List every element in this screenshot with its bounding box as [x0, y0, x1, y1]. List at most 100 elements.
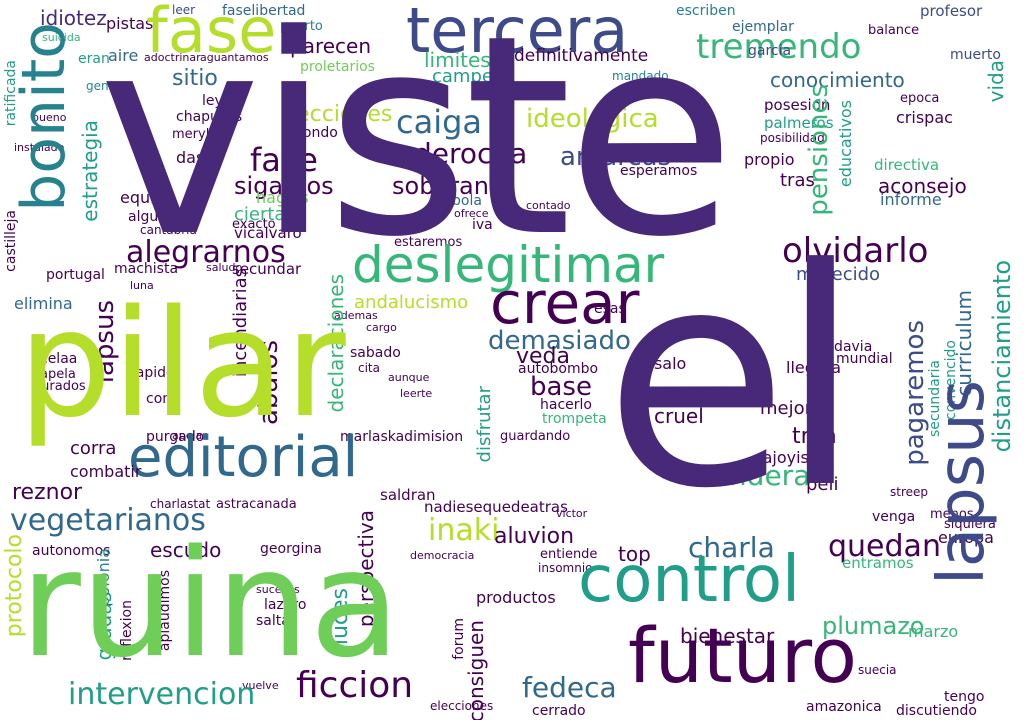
word-veda: veda	[516, 344, 571, 369]
word-vuelve: vuelve	[242, 679, 279, 692]
word-bienestar: bienestar	[680, 624, 775, 648]
word-limites: limites	[424, 48, 491, 72]
word-fondo: fondo	[298, 125, 338, 141]
word-plumazo: plumazo	[822, 612, 925, 640]
word-demasiado: demasiado	[488, 326, 631, 356]
word-castilleja: castilleja	[3, 210, 19, 272]
word-peli: peli	[806, 474, 839, 495]
word-streep: streep	[890, 485, 929, 499]
word-esperamos: esperamos	[620, 163, 698, 179]
word-fedeca: fedeca	[522, 671, 617, 704]
word-mundial: mundial	[836, 351, 893, 367]
word-charlastat: charlastat	[150, 497, 211, 511]
word-nadiesequedeatras: nadiesequedeatras	[424, 498, 568, 516]
word-amazonica: amazonica	[806, 699, 882, 715]
word-propio: propio	[744, 150, 795, 169]
word-leye: leye	[202, 93, 232, 109]
word-trompeta: trompeta	[542, 411, 607, 427]
word-escudo: escudo	[150, 538, 222, 562]
word-astracanada: astracanada	[216, 497, 297, 512]
word-victor: victor	[556, 507, 588, 520]
word-palmeros: palmeros	[764, 114, 834, 132]
word-control: control	[578, 543, 800, 617]
word-fake: fake	[250, 141, 318, 179]
word-saldran: saldran	[380, 486, 436, 504]
word-aire: aire	[108, 46, 139, 65]
word-suecia: suecia	[858, 663, 897, 677]
word-proletarios: proletarios	[300, 59, 375, 75]
word-amarcas: amarcas	[560, 142, 672, 172]
word-autobombo: autobombo	[518, 361, 599, 377]
word-vegetarianos: vegetarianos	[10, 503, 206, 538]
word-leerte: leerte	[400, 387, 433, 400]
word-derocha: derocha	[414, 137, 528, 170]
word-tremendo: tremendo	[696, 27, 862, 67]
word-conocimiento: conocimiento	[770, 68, 905, 92]
word-intensidad: vida	[984, 60, 1008, 103]
word-merecido: merecido	[796, 264, 881, 285]
word-consiguen: consiguen	[464, 620, 488, 720]
word-hagais: hagais	[256, 188, 309, 207]
word-ratificada: ratificada	[3, 60, 19, 127]
word-suicida: suicida	[42, 31, 81, 44]
word-instalado: instalado	[14, 141, 65, 154]
word-educativos: educativos	[836, 100, 855, 188]
word-lapsus: lapsus	[925, 380, 999, 585]
word-apelar: apelar	[172, 429, 207, 442]
word-tercera: tercera	[406, 0, 629, 67]
word-llegara: llegara	[786, 358, 842, 377]
word-ideologica: ideologica	[526, 104, 659, 134]
word-reznor: reznor	[12, 480, 83, 505]
word-contado: contado	[526, 199, 571, 212]
word-pistas: pistas	[106, 14, 154, 33]
word-top: top	[618, 542, 651, 566]
word-entramos: entramos	[842, 554, 914, 572]
word-intervencion: intervencion	[68, 677, 256, 712]
word-pensiones: pensiones	[804, 84, 834, 216]
word-todavia: todavia	[820, 339, 873, 355]
word-posesion: posesion	[764, 96, 831, 114]
word-caiga: caiga	[396, 103, 483, 141]
word-puerto: puerto	[280, 19, 323, 34]
word-salta: salta	[256, 613, 290, 629]
word-cierta: cierta	[234, 204, 286, 225]
word-exacto: exacto	[232, 217, 276, 232]
word-pasalo: pasalo	[634, 354, 687, 373]
word-idiotez: idiotez	[40, 6, 107, 30]
word-soberania: soberania	[392, 172, 511, 200]
word-lecciones: lecciones	[290, 102, 393, 127]
word-viste: viste	[98, 0, 736, 298]
word-productos: productos	[476, 588, 556, 607]
word-sabado: sabado	[350, 345, 401, 361]
word-luna: luna	[130, 279, 154, 292]
word-alegrarnos: alegrarnos	[126, 235, 286, 270]
word-machista: machista	[114, 261, 179, 277]
word-menos: menos	[930, 507, 974, 522]
word-palencia: palencia	[614, 147, 669, 162]
word-discutiendo: discutiendo	[896, 703, 977, 719]
word-tren: tren	[792, 424, 837, 449]
word-informe: informe	[880, 190, 942, 209]
word-directiva: directiva	[874, 156, 940, 174]
word-pilar: pilar	[18, 278, 346, 450]
word-bonito: bonito	[9, 22, 79, 212]
word-apela: apela	[40, 367, 76, 382]
word-cantabria: cantabria	[140, 223, 197, 237]
word-elimina: elimina	[14, 294, 73, 313]
word-estaremos: estaremos	[394, 235, 463, 250]
word-escriben: escriben	[676, 3, 736, 19]
word-aluvion: aluvion	[494, 524, 575, 549]
word-quedan: quedan	[828, 529, 941, 564]
word-ruina: ruina	[20, 518, 401, 690]
word-curados: curados	[34, 379, 86, 394]
word-editorial: editorial	[128, 425, 359, 490]
word-georgina: georgina	[260, 541, 322, 557]
word-cerrado: cerrado	[532, 703, 586, 719]
word-faselibertad: faselibertad	[222, 3, 306, 19]
word-profesor: profesor	[920, 2, 983, 20]
word-venga: venga	[872, 509, 916, 525]
word-ficcion: ficcion	[296, 665, 414, 706]
word-balance: balance	[868, 23, 920, 38]
word-base: base	[530, 372, 592, 402]
word-meryl: meryl	[172, 127, 210, 142]
